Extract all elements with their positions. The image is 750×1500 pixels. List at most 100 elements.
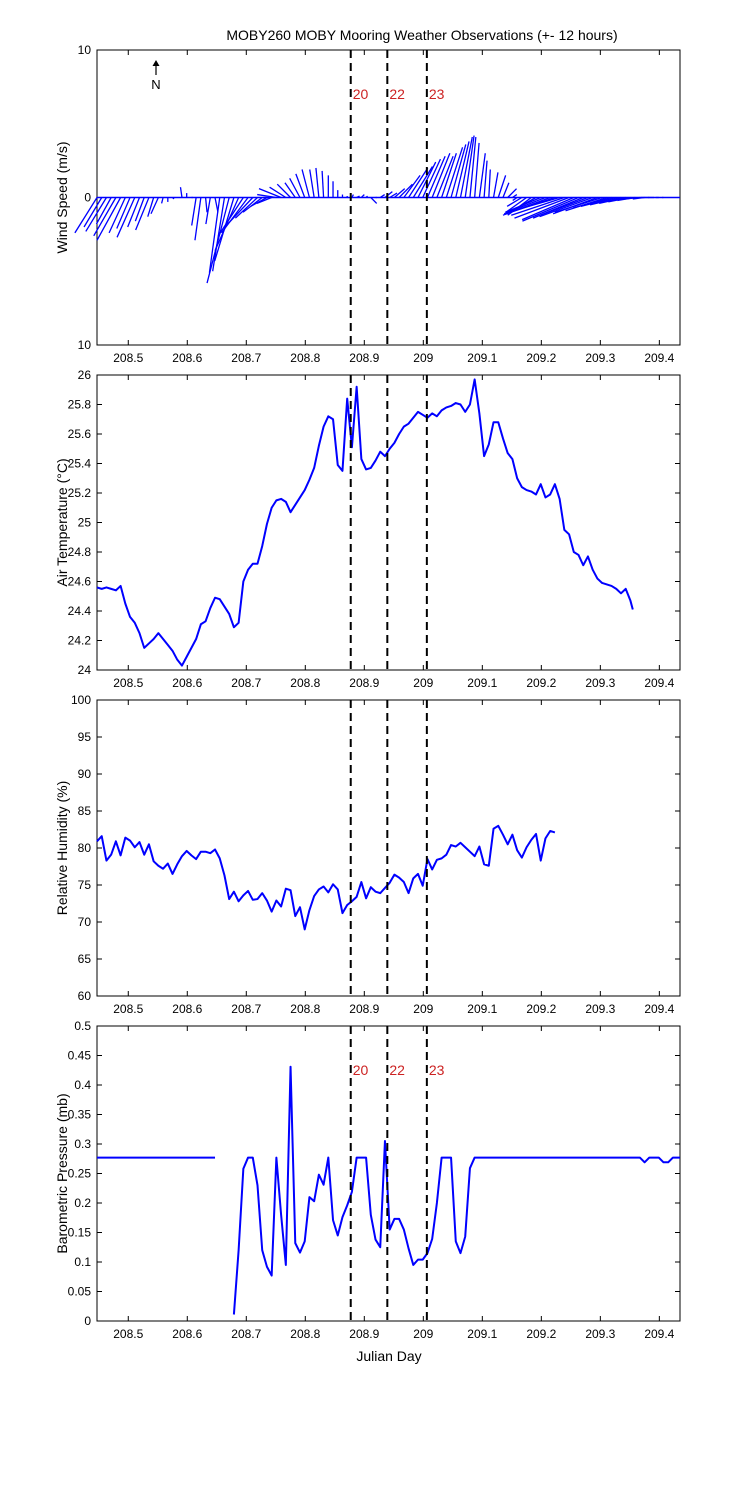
marker-label: 22: [389, 86, 405, 102]
x-tick-label: 209.1: [467, 1327, 497, 1341]
x-tick-label: 208.6: [172, 676, 202, 690]
wind-vector: [403, 174, 421, 198]
wind-vector: [351, 194, 354, 198]
y-tick-label: 0.35: [68, 1108, 92, 1122]
y-tick-label: 25: [78, 516, 92, 530]
wind-vector: [580, 196, 617, 207]
wind-vector: [488, 169, 491, 198]
x-tick-label: 208.5: [113, 1002, 143, 1016]
wind-vector: [160, 197, 164, 204]
wind-vector: [276, 183, 292, 198]
wind-vector: [309, 169, 315, 198]
x-tick-label: 209.1: [467, 351, 497, 365]
y-tick-label: 75: [78, 878, 92, 892]
y-tick-label: 85: [78, 804, 92, 818]
panel-pressure: 0 0.05 0.1 0.15 0.2 0.25 0.3 0.35 0.4 0.45 0.5 208.…: [54, 1019, 681, 1341]
wind-vector: [512, 194, 518, 199]
x-tick-label: 208.7: [231, 1002, 261, 1016]
wind-vector: [135, 197, 150, 231]
x-tick-label: 209.2: [526, 1327, 556, 1341]
y-tick-label: 0.05: [68, 1285, 92, 1299]
wind-vector: [370, 197, 378, 204]
y-tick-label: 24.6: [68, 575, 92, 589]
plot-frame-humidity: [96, 699, 681, 997]
x-tick-label: 209.3: [585, 1002, 615, 1016]
wind-vector: [408, 167, 429, 198]
x-axis-label: Julian Day: [356, 1348, 421, 1364]
y-tick-label: 0.15: [68, 1226, 92, 1240]
wind-vector: [398, 183, 413, 198]
x-tick-label: 208.8: [290, 1002, 320, 1016]
wind-vector: [384, 191, 393, 199]
wind-vector: [478, 153, 486, 198]
wind-vector: [464, 135, 475, 198]
x-tick-label: 208.5: [113, 1327, 143, 1341]
plot-frame-pressure: [96, 1025, 681, 1322]
wind-vector: [507, 196, 560, 213]
wind-vector: [172, 197, 175, 200]
x-tick-label: 208.9: [349, 351, 379, 365]
y-axis-label: Air Temperature (°C): [54, 458, 70, 586]
wind-vector: [147, 197, 155, 217]
y-tick-label: 24.8: [68, 545, 92, 559]
wind-vector: [257, 193, 277, 199]
y-tick-label: 80: [78, 841, 92, 855]
wind-vector: [96, 197, 122, 241]
wind-vector: [321, 170, 325, 198]
marker-label: 22: [389, 1062, 405, 1078]
north-arrow-head: [152, 60, 160, 66]
y-tick-label: 10: [78, 43, 92, 57]
y-tick-label: 90: [78, 767, 92, 781]
x-tick-label: 208.8: [290, 676, 320, 690]
wind-vector: [506, 196, 523, 207]
wind-vector: [431, 153, 451, 198]
wind-vector: [220, 197, 249, 234]
x-tick-label: 209.1: [467, 1002, 497, 1016]
y-tick-label: 100: [71, 693, 91, 707]
x-tick-label: 208.7: [231, 676, 261, 690]
x-tick-label: 209: [413, 1327, 433, 1341]
wind-vector: [191, 197, 197, 226]
wind-vector: [315, 167, 320, 198]
panels: 100 10 208.5 208.6 208.7 208.8 208.9 209 209.1 20…: [54, 43, 681, 1341]
x-tick-label: 208.6: [172, 1327, 202, 1341]
y-tick-label: 65: [78, 952, 92, 966]
x-tick-label: 209: [413, 351, 433, 365]
wind-vector: [507, 188, 518, 198]
wind-vector: [360, 194, 365, 198]
x-tick-label: 209.3: [585, 676, 615, 690]
x-tick-label: 209.4: [644, 676, 674, 690]
x-tick-label: 208.7: [231, 1327, 261, 1341]
x-tick-label: 208.9: [349, 1002, 379, 1016]
wind-vector: [436, 155, 454, 198]
y-tick-label: 24: [78, 663, 92, 677]
y-tick-label: 24.2: [68, 634, 92, 648]
wind-vector: [455, 141, 470, 198]
plot-frame-temp: [96, 374, 681, 671]
wind-vector: [521, 196, 575, 221]
wind-vector: [150, 197, 159, 214]
wind-vector: [459, 136, 473, 198]
wind-vector: [554, 196, 603, 213]
wind-vector: [365, 195, 369, 198]
x-tick-label: 209.4: [644, 1327, 674, 1341]
wind-vector: [127, 197, 141, 228]
x-tick-label: 208.6: [172, 351, 202, 365]
x-tick-label: 209.4: [644, 1002, 674, 1016]
wind-vector: [389, 192, 398, 199]
x-tick-label: 208.8: [290, 1327, 320, 1341]
wind-vector: [204, 197, 208, 213]
series-line-temp: [96, 378, 634, 667]
y-tick-label: 0.1: [74, 1255, 91, 1269]
wind-vector: [573, 196, 612, 209]
wind-vector: [217, 197, 244, 237]
y-axis-label: Wind Speed (m/s): [54, 141, 70, 253]
y-tick-label: 0.25: [68, 1167, 92, 1181]
north-label: N: [151, 77, 160, 92]
wind-vector: [134, 197, 145, 222]
wind-vector: [539, 196, 593, 218]
y-tick-label: 60: [78, 989, 92, 1003]
wind-vector: [227, 197, 254, 225]
wind-vector: [469, 136, 477, 198]
x-tick-label: 209: [413, 676, 433, 690]
